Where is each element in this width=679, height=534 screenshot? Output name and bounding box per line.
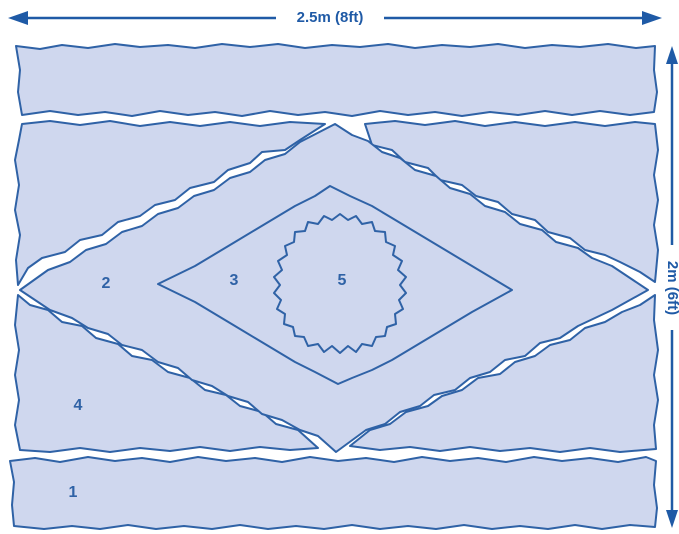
region-label-3: 3 [230, 272, 239, 289]
width-label: 2.5m (8ft) [297, 9, 364, 26]
region-label-4: 4 [74, 397, 83, 414]
corner-top-left-piece [14, 120, 326, 286]
corner-top-right-piece [364, 120, 659, 283]
bottom-band-piece [9, 456, 658, 530]
width-arrow-right-head-icon [642, 11, 662, 25]
corner-bottom-right-piece [349, 294, 659, 453]
width-arrow-left-head-icon [8, 11, 28, 25]
height-dimension: 2m (6ft) [664, 46, 679, 528]
height-label: 2m (6ft) [664, 261, 679, 315]
height-arrow-bottom-head-icon [666, 510, 678, 528]
top-band-piece [15, 43, 658, 117]
height-arrow-top-head-icon [666, 46, 678, 64]
center-circle-piece [273, 213, 407, 354]
corner-bottom-left-piece [14, 294, 319, 453]
region-label-1: 1 [69, 484, 78, 501]
region-label-2: 2 [102, 275, 111, 292]
width-dimension: 2.5m (8ft) [8, 9, 662, 26]
region-label-5: 5 [338, 272, 347, 289]
